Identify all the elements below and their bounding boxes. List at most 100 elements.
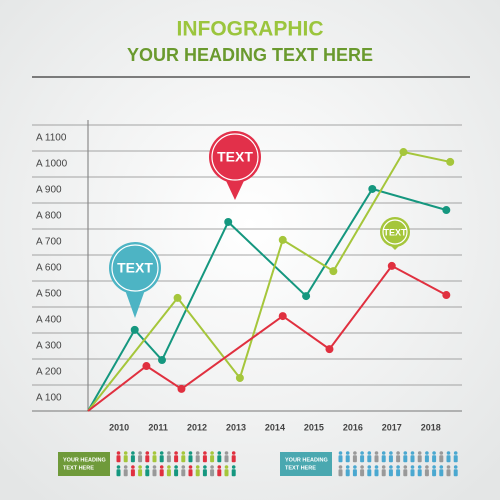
person-head bbox=[231, 465, 236, 469]
annotation-text: TEXT bbox=[217, 149, 253, 165]
person-body bbox=[453, 455, 458, 463]
person-body bbox=[410, 455, 415, 463]
person-icon bbox=[188, 451, 193, 463]
y-tick-label: A 700 bbox=[36, 237, 62, 248]
data-point bbox=[158, 356, 166, 365]
x-tick-label: 2010 bbox=[109, 422, 129, 432]
person-icon bbox=[202, 451, 207, 463]
person-icon bbox=[410, 465, 415, 477]
person-icon bbox=[123, 451, 128, 463]
person-head bbox=[224, 451, 229, 455]
person-body bbox=[432, 469, 437, 477]
person-icon bbox=[166, 465, 171, 477]
footer-text: TEXT HERE bbox=[63, 465, 94, 471]
person-body bbox=[367, 469, 372, 477]
pin-body bbox=[380, 217, 410, 247]
person-head bbox=[381, 465, 386, 469]
chart-title: INFOGRAPHIC bbox=[177, 18, 324, 41]
person-icon bbox=[439, 465, 444, 477]
person-head bbox=[167, 465, 171, 469]
person-icon bbox=[403, 451, 408, 463]
person-head bbox=[210, 451, 214, 455]
person-body bbox=[446, 469, 451, 477]
data-point bbox=[177, 384, 186, 393]
x-tick-label: 2015 bbox=[304, 422, 324, 432]
person-body bbox=[138, 455, 143, 463]
person-head bbox=[374, 465, 379, 469]
person-head bbox=[159, 465, 164, 469]
person-body bbox=[174, 455, 179, 463]
annotation-pin: TEXT bbox=[380, 217, 410, 250]
person-head bbox=[360, 451, 364, 455]
person-body bbox=[188, 455, 193, 463]
person-head bbox=[367, 465, 372, 469]
person-body bbox=[145, 455, 150, 463]
person-icon bbox=[224, 465, 229, 477]
person-head bbox=[360, 465, 364, 469]
footer-text: TEXT HERE bbox=[285, 465, 316, 471]
person-head bbox=[152, 465, 157, 469]
person-body bbox=[231, 455, 236, 463]
person-body bbox=[367, 455, 372, 463]
data-point bbox=[235, 373, 244, 382]
person-body bbox=[159, 469, 164, 477]
x-tick-label: 2016 bbox=[343, 422, 363, 432]
person-head bbox=[353, 465, 357, 469]
person-icon bbox=[338, 451, 343, 463]
data-point bbox=[442, 206, 451, 215]
person-head bbox=[417, 465, 422, 469]
person-body bbox=[202, 469, 207, 477]
footer-box bbox=[58, 452, 110, 476]
person-icon bbox=[174, 451, 179, 463]
person-head bbox=[188, 465, 193, 469]
person-head bbox=[138, 451, 142, 455]
person-head bbox=[123, 465, 128, 469]
person-icon bbox=[439, 451, 444, 463]
person-head bbox=[174, 451, 178, 455]
person-icon bbox=[374, 451, 379, 463]
person-icon bbox=[446, 465, 451, 477]
y-tick-label: A 300 bbox=[36, 341, 62, 352]
person-body bbox=[345, 455, 350, 463]
person-icon bbox=[453, 451, 458, 463]
person-icon bbox=[432, 451, 437, 463]
data-point bbox=[442, 291, 451, 300]
person-body bbox=[424, 469, 429, 477]
y-tick-label: A 100 bbox=[36, 393, 62, 404]
person-icon bbox=[432, 465, 437, 477]
person-body bbox=[202, 455, 207, 463]
person-body bbox=[439, 469, 444, 477]
person-icon bbox=[381, 451, 386, 463]
grid: A 100 A 200 A 300 A 400 A 500 A 600 A 700 A 800… bbox=[32, 124, 462, 432]
person-body bbox=[174, 469, 179, 477]
person-head bbox=[432, 451, 436, 455]
person-head bbox=[203, 465, 207, 469]
x-tick-label: 2014 bbox=[265, 422, 285, 432]
x-tick-label: 2018 bbox=[421, 422, 441, 432]
person-body bbox=[439, 455, 444, 463]
person-icon bbox=[388, 465, 393, 477]
footer-text: YOUR HEADING bbox=[63, 457, 106, 463]
person-body bbox=[224, 469, 229, 477]
person-head bbox=[224, 465, 229, 469]
pin-ring bbox=[211, 133, 259, 181]
person-icon bbox=[360, 465, 365, 477]
person-body bbox=[417, 469, 422, 477]
person-body bbox=[116, 455, 121, 463]
data-point bbox=[368, 184, 377, 193]
person-body bbox=[396, 455, 401, 463]
person-head bbox=[446, 465, 451, 469]
person-body bbox=[381, 469, 386, 477]
person-head bbox=[116, 451, 121, 455]
data-point bbox=[173, 293, 182, 302]
pin-body bbox=[209, 131, 261, 183]
person-body bbox=[403, 469, 408, 477]
y-tick-label: A 1100 bbox=[36, 133, 67, 144]
data-point bbox=[278, 235, 287, 244]
person-icon bbox=[195, 465, 200, 477]
person-head bbox=[396, 465, 400, 469]
person-icon bbox=[210, 465, 215, 477]
person-body bbox=[338, 469, 343, 477]
person-icon bbox=[417, 465, 422, 477]
